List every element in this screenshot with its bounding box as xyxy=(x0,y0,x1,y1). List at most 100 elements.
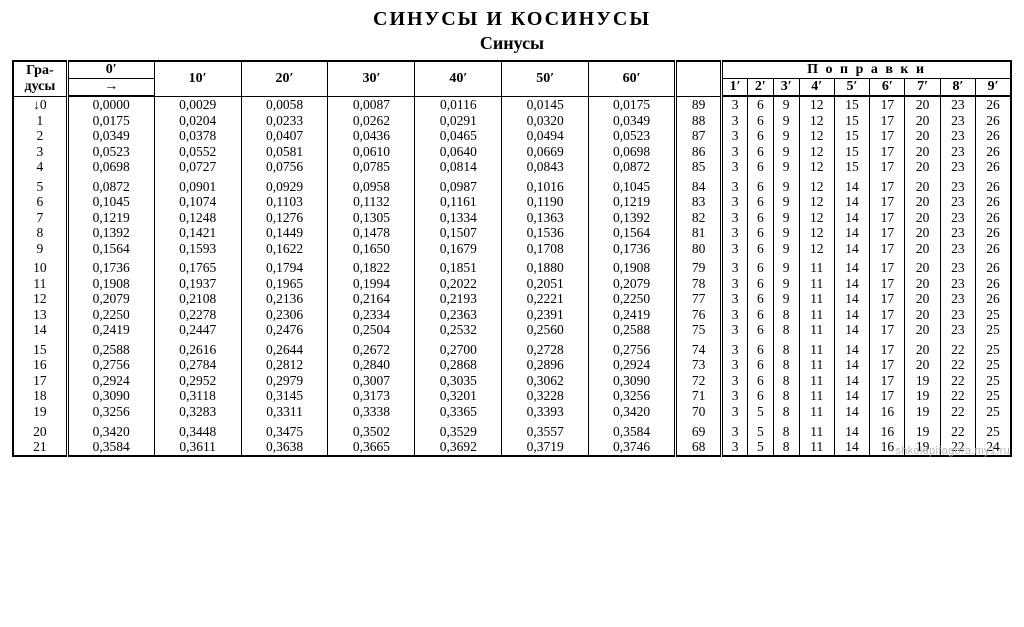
cell-value: 0,2079 xyxy=(589,276,676,292)
cell-value: 0,1507 xyxy=(415,225,502,241)
col-min-20-header: 20′ xyxy=(241,61,328,96)
cell-correction: 15 xyxy=(834,144,869,160)
cell-value: 0,2022 xyxy=(415,276,502,292)
cell-degree: 17 xyxy=(13,373,67,389)
table-row: 200,34200,34480,34750,35020,35290,35570,… xyxy=(13,424,1011,440)
cell-value: 0,0378 xyxy=(154,128,241,144)
cell-correction: 22 xyxy=(940,424,975,440)
cell-degree: 9 xyxy=(13,241,67,257)
cell-value: 0,2924 xyxy=(589,357,676,373)
cell-correction: 20 xyxy=(905,342,940,358)
cell-codegree: 78 xyxy=(676,276,722,292)
cell-value: 0,2896 xyxy=(502,357,589,373)
cell-value: 0,2108 xyxy=(154,291,241,307)
cell-value: 0,0349 xyxy=(589,113,676,129)
cell-value: 0,3638 xyxy=(241,439,328,456)
cell-correction: 19 xyxy=(905,373,940,389)
cell-value: 0,2700 xyxy=(415,342,502,358)
cell-value: 0,0291 xyxy=(415,113,502,129)
corr-3-header: 3′ xyxy=(773,79,799,97)
cell-codegree: 71 xyxy=(676,388,722,404)
cell-value: 0,1994 xyxy=(328,276,415,292)
cell-value: 0,0698 xyxy=(67,159,154,175)
cell-correction: 3 xyxy=(722,424,748,440)
cell-value: 0,1363 xyxy=(502,210,589,226)
cell-correction: 17 xyxy=(870,241,905,257)
cell-degree: 21 xyxy=(13,439,67,456)
cell-value: 0,0523 xyxy=(589,128,676,144)
cell-degree: 8 xyxy=(13,225,67,241)
cell-correction: 23 xyxy=(940,179,975,195)
cell-value: 0,1161 xyxy=(415,194,502,210)
cell-value: 0,0756 xyxy=(241,159,328,175)
cell-value: 0,0204 xyxy=(154,113,241,129)
corr-9-header: 9′ xyxy=(976,79,1011,97)
cell-correction: 3 xyxy=(722,210,748,226)
cell-correction: 17 xyxy=(870,96,905,113)
table-row: 170,29240,29520,29790,30070,30350,30620,… xyxy=(13,373,1011,389)
cell-correction: 8 xyxy=(773,388,799,404)
cell-value: 0,0494 xyxy=(502,128,589,144)
cell-correction: 6 xyxy=(747,128,773,144)
cell-correction: 23 xyxy=(940,291,975,307)
cell-value: 0,2250 xyxy=(589,291,676,307)
cell-correction: 17 xyxy=(870,210,905,226)
cell-value: 0,1219 xyxy=(67,210,154,226)
cell-correction: 6 xyxy=(747,225,773,241)
cell-value: 0,1074 xyxy=(154,194,241,210)
cell-correction: 6 xyxy=(747,144,773,160)
cell-degree: 16 xyxy=(13,357,67,373)
cell-value: 0,2784 xyxy=(154,357,241,373)
cell-value: 0,1190 xyxy=(502,194,589,210)
cell-value: 0,2419 xyxy=(67,322,154,338)
table-row: 190,32560,32830,33110,33380,33650,33930,… xyxy=(13,404,1011,420)
col-min-10-header: 10′ xyxy=(154,61,241,96)
cell-correction: 3 xyxy=(722,113,748,129)
corr-7-header: 7′ xyxy=(905,79,940,97)
cell-value: 0,2164 xyxy=(328,291,415,307)
corr-1-header: 1′ xyxy=(722,79,748,97)
cell-value: 0,2391 xyxy=(502,307,589,323)
cell-correction: 8 xyxy=(773,424,799,440)
cell-correction: 15 xyxy=(834,128,869,144)
cell-correction: 20 xyxy=(905,322,940,338)
cell-correction: 3 xyxy=(722,404,748,420)
cell-degree: 15 xyxy=(13,342,67,358)
table-row: 30,05230,05520,05810,06100,06400,06690,0… xyxy=(13,144,1011,160)
cell-correction: 14 xyxy=(834,404,869,420)
cell-correction: 3 xyxy=(722,96,748,113)
cell-correction: 14 xyxy=(834,307,869,323)
cell-value: 0,0785 xyxy=(328,159,415,175)
cell-correction: 12 xyxy=(799,144,834,160)
cell-correction: 20 xyxy=(905,144,940,160)
cell-value: 0,1449 xyxy=(241,225,328,241)
cell-correction: 9 xyxy=(773,210,799,226)
cell-codegree: 68 xyxy=(676,439,722,456)
cell-value: 0,3393 xyxy=(502,404,589,420)
cell-correction: 20 xyxy=(905,128,940,144)
cell-value: 0,3090 xyxy=(589,373,676,389)
cell-correction: 5 xyxy=(747,404,773,420)
cell-correction: 25 xyxy=(976,404,1011,420)
cell-value: 0,0233 xyxy=(241,113,328,129)
cell-correction: 19 xyxy=(905,404,940,420)
cell-correction: 23 xyxy=(940,241,975,257)
cell-degree: 5 xyxy=(13,179,67,195)
cell-value: 0,2588 xyxy=(589,322,676,338)
cell-value: 0,1219 xyxy=(589,194,676,210)
cell-correction: 19 xyxy=(905,388,940,404)
cell-value: 0,3475 xyxy=(241,424,328,440)
cell-value: 0,2221 xyxy=(502,291,589,307)
cell-correction: 17 xyxy=(870,388,905,404)
cell-value: 0,1536 xyxy=(502,225,589,241)
cell-value: 0,2840 xyxy=(328,357,415,373)
table-row: 150,25880,26160,26440,26720,27000,27280,… xyxy=(13,342,1011,358)
cell-correction: 6 xyxy=(747,388,773,404)
cell-value: 0,0262 xyxy=(328,113,415,129)
cell-correction: 25 xyxy=(976,388,1011,404)
cell-value: 0,1622 xyxy=(241,241,328,257)
cell-codegree: 88 xyxy=(676,113,722,129)
cell-correction: 20 xyxy=(905,159,940,175)
cell-correction: 15 xyxy=(834,159,869,175)
cell-correction: 17 xyxy=(870,307,905,323)
